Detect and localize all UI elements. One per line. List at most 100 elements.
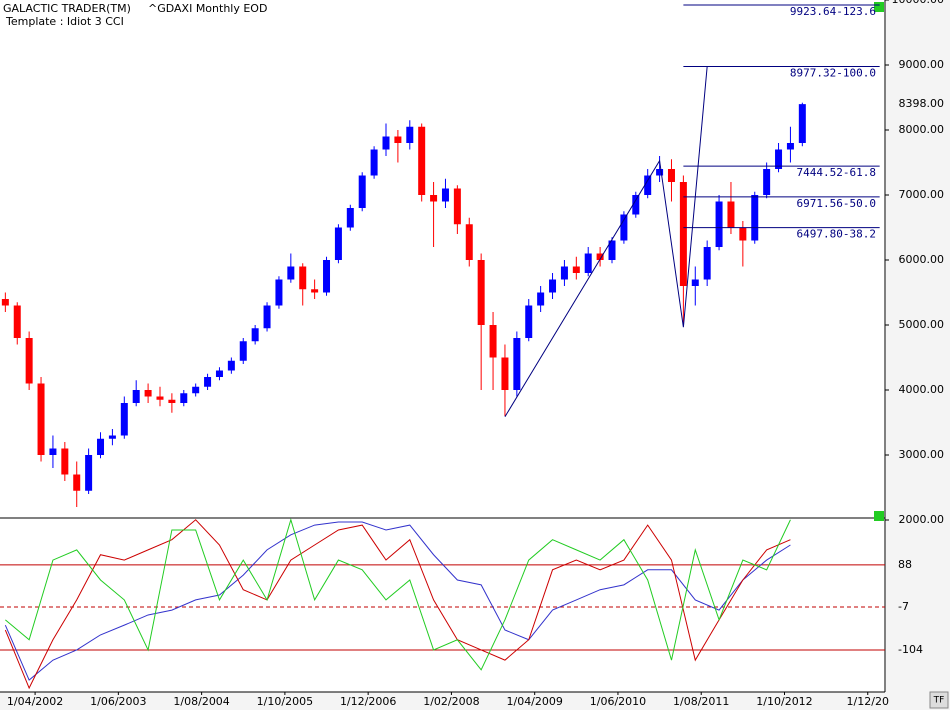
candle-body (287, 266, 295, 280)
candle-body (465, 224, 473, 260)
tf-button[interactable] (929, 691, 949, 709)
candle-body (108, 435, 116, 439)
y-tick-label: 7000.00 (899, 188, 945, 201)
candle-body (334, 227, 342, 260)
x-tick-label: 1/10/2012 (756, 695, 812, 708)
candle-body (441, 188, 449, 202)
y-tick-label: 8000.00 (899, 123, 945, 136)
candle-body (513, 338, 521, 390)
candle-body (49, 448, 57, 455)
indicator-line (5, 518, 791, 671)
candle-body (323, 260, 331, 293)
candle-body (667, 169, 675, 182)
candle-body (608, 240, 616, 260)
candle-body (132, 390, 140, 403)
candle-body (120, 403, 128, 436)
candle-body (715, 201, 723, 247)
candle-body (275, 279, 283, 306)
x-tick-label: 1/08/2004 (173, 695, 229, 708)
candle-body (501, 357, 509, 390)
candle-body (299, 266, 307, 290)
x-tick-label: 1/08/2011 (673, 695, 729, 708)
candle-body (620, 214, 628, 241)
candle-body (37, 383, 45, 455)
last-price: 8398.00 (899, 97, 945, 110)
x-tick-label: 1/06/2003 (90, 695, 146, 708)
candle-body (73, 474, 81, 491)
candle-body (775, 149, 783, 169)
candle-body (763, 169, 771, 195)
candle-body (679, 182, 687, 286)
candle-body (537, 292, 545, 306)
candle-body (370, 149, 378, 176)
x-tick-label: 1/12/20 (847, 695, 889, 708)
candle-body (192, 386, 200, 394)
y-tick-label: 2000.00 (899, 513, 945, 526)
candle-body (739, 227, 747, 241)
candle-body (584, 253, 592, 273)
x-tick-label: 1/06/2010 (590, 695, 646, 708)
fib-label: 6497.80-38.2 (797, 228, 876, 241)
candle-body (311, 289, 319, 293)
candle-body (798, 104, 806, 143)
candle-body (525, 305, 533, 338)
symbol: ^GDAXI Monthly EOD (148, 2, 267, 15)
candle-body (1, 299, 9, 306)
price-axis-panel (886, 0, 950, 710)
x-tick-label: 1/04/2009 (506, 695, 562, 708)
candle-body (560, 266, 568, 280)
indicator-tick-label: -104 (898, 643, 923, 656)
candle-body (168, 399, 176, 403)
marker (874, 2, 884, 12)
candle-body (144, 390, 152, 397)
candle-body (691, 279, 699, 286)
candle-body (215, 370, 223, 377)
y-tick-label: 3000.00 (899, 448, 945, 461)
indicator-tick-label: 88 (898, 558, 912, 571)
candle-body (596, 253, 604, 260)
y-tick-label: 4000.00 (899, 383, 945, 396)
x-tick-label: 1/10/2005 (257, 695, 313, 708)
x-tick-label: 1/04/2002 (7, 695, 63, 708)
candle-body (703, 247, 711, 280)
candle-body (786, 143, 794, 150)
fib-label: 8977.32-100.0 (790, 66, 876, 79)
indicator-tick-label: -7 (898, 600, 909, 613)
candle-body (61, 448, 69, 475)
candle-body (394, 136, 402, 143)
y-tick-label: 5000.00 (899, 318, 945, 331)
y-tick-label: 9000.00 (899, 58, 945, 71)
candle-body (204, 377, 212, 387)
candle-body (251, 328, 259, 342)
candle-body (632, 195, 640, 215)
template: Template : Idiot 3 CCI (5, 15, 124, 28)
candle-body (489, 325, 497, 358)
candle-body (727, 201, 735, 228)
y-tick-label: 6000.00 (899, 253, 945, 266)
candle-body (263, 305, 271, 329)
fib-label: 6971.56-50.0 (797, 197, 876, 210)
candle-body (418, 126, 426, 195)
candle-body (406, 126, 414, 143)
candle-body (358, 175, 366, 208)
candle-body (25, 338, 33, 384)
y-tick-label: 10000.00 (892, 0, 945, 6)
candle-body (85, 455, 93, 491)
tf-label[interactable]: TF (933, 696, 945, 706)
marker (874, 511, 884, 521)
date-axis-panel (0, 692, 950, 710)
candle-body (13, 305, 21, 338)
candle-body (430, 195, 438, 202)
app-name: GALACTIC TRADER(TM) (3, 2, 131, 15)
candle-body (477, 260, 485, 325)
candle-body (382, 136, 390, 150)
candle-body (156, 396, 164, 400)
x-tick-label: 1/02/2008 (423, 695, 479, 708)
fib-label: 9923.64-123.6 (790, 5, 876, 18)
candle-body (180, 393, 188, 403)
x-tick-label: 1/12/2006 (340, 695, 396, 708)
candle-body (549, 279, 557, 293)
indicator-line (4, 519, 791, 690)
